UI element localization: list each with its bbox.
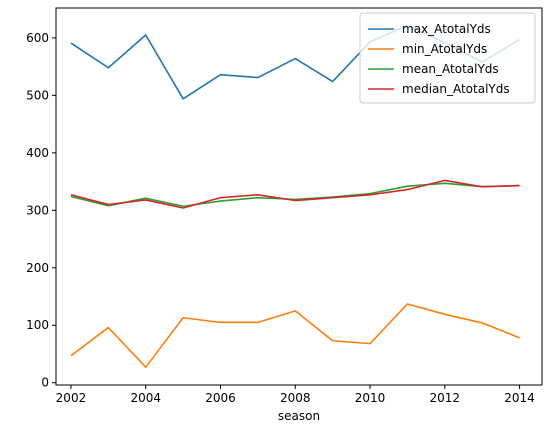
legend-box bbox=[359, 12, 536, 104]
x-tick-label: 2010 bbox=[355, 391, 386, 405]
x-axis-label: season bbox=[278, 409, 320, 423]
series-line-min-atotalyds bbox=[70, 303, 520, 368]
legend: max_AtotalYds min_AtotalYds mean_AtotalYds… bbox=[359, 12, 536, 104]
x-tick-label: 2004 bbox=[130, 391, 161, 405]
legend-entry-label: min_AtotalYds bbox=[402, 42, 487, 56]
x-tick-label: 2006 bbox=[205, 391, 236, 405]
legend-entry-label: median_AtotalYds bbox=[402, 82, 510, 96]
x-axis: 2002 2004 2006 2008 2010 2012 2014 bbox=[56, 385, 535, 405]
y-tick-label: 500 bbox=[26, 88, 49, 102]
y-tick-label: 0 bbox=[41, 376, 49, 390]
series-line-median-atotalyds bbox=[70, 179, 520, 209]
legend-entry-label: max_AtotalYds bbox=[402, 22, 491, 36]
x-tick-label: 2012 bbox=[430, 391, 461, 405]
y-axis: 0 100 200 300 400 500 600 bbox=[26, 31, 56, 390]
legend-entry-label: mean_AtotalYds bbox=[402, 62, 499, 76]
plot-frame bbox=[55, 7, 543, 386]
y-tick-label: 300 bbox=[26, 203, 49, 217]
y-tick-label: 100 bbox=[26, 318, 49, 332]
y-tick-label: 400 bbox=[26, 146, 49, 160]
x-tick-label: 2014 bbox=[504, 391, 535, 405]
series-line-mean-atotalyds bbox=[70, 182, 520, 208]
y-tick-label: 200 bbox=[26, 261, 49, 275]
x-tick-label: 2002 bbox=[56, 391, 87, 405]
x-tick-label: 2008 bbox=[280, 391, 311, 405]
y-tick-label: 600 bbox=[26, 31, 49, 45]
